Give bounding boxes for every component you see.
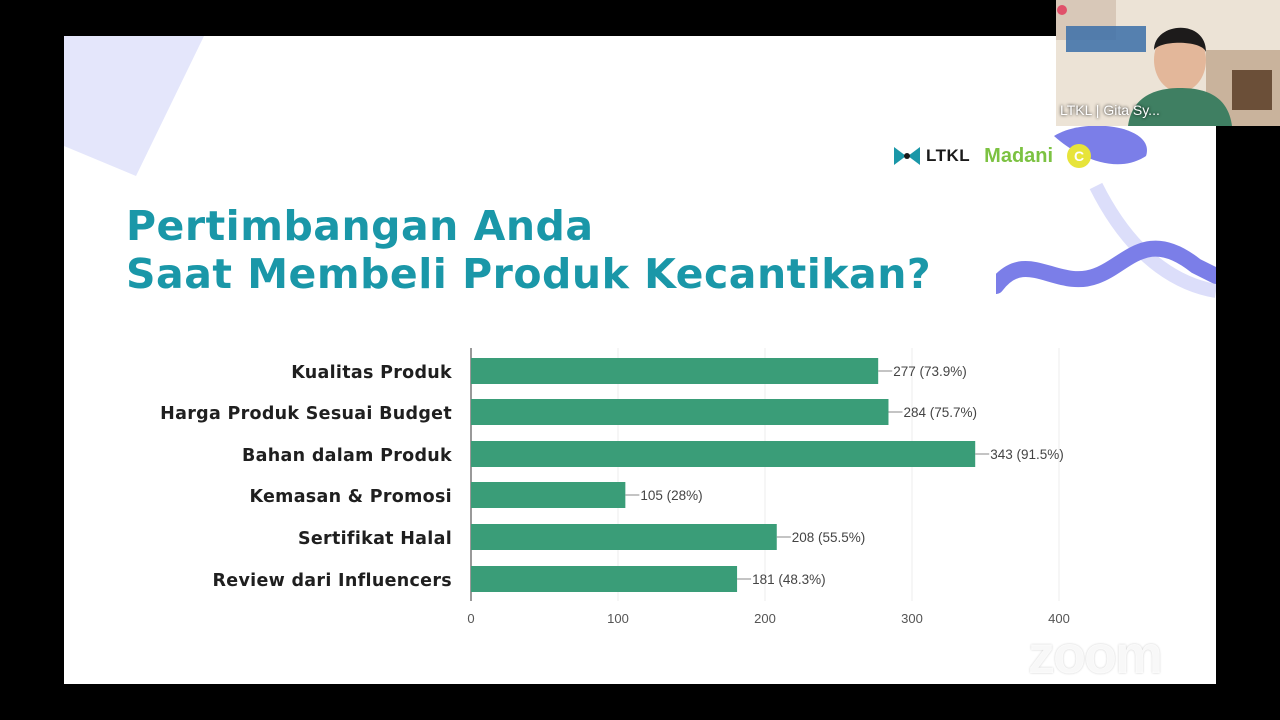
- participant-video-thumbnail[interactable]: LTKL | Gita Sy...: [1056, 0, 1280, 126]
- decor-shape-top-left: [64, 36, 204, 176]
- sponsor-logos: LTKL Madani C: [892, 136, 1092, 176]
- x-tick-label: 100: [607, 611, 629, 626]
- category-label: Sertifikat Halal: [298, 529, 452, 549]
- category-label: Review dari Influencers: [213, 571, 453, 591]
- x-tick-label: 0: [467, 611, 474, 626]
- data-label: 343 (91.5%): [990, 447, 1064, 462]
- presentation-slide: LTKL Madani C Pertimbangan Anda Saat Mem…: [64, 36, 1216, 684]
- ltkl-logo-text: LTKL: [926, 146, 971, 165]
- x-tick-label: 400: [1048, 611, 1070, 626]
- zoom-watermark: zoom: [1028, 625, 1163, 685]
- circle-logo: C: [1067, 144, 1092, 168]
- bar: [471, 566, 738, 592]
- bar: [471, 399, 889, 425]
- ltkl-logo: LTKL: [892, 145, 970, 167]
- bar: [471, 358, 879, 384]
- x-tick-label: 200: [754, 611, 776, 626]
- category-label: Harga Produk Sesuai Budget: [160, 404, 452, 424]
- slide-title: Pertimbangan Anda Saat Membeli Produk Ke…: [126, 202, 931, 298]
- category-label: Kemasan & Promosi: [249, 487, 452, 507]
- bar: [471, 482, 626, 508]
- bar-chart: 0 100 200 300 400 Kualitas Produk 277 (73.9%) H…: [160, 348, 1070, 626]
- data-label: 208 (55.5%): [792, 530, 866, 545]
- x-tick-label: 300: [901, 611, 923, 626]
- bar: [471, 441, 976, 467]
- participant-video-frame: [1056, 0, 1280, 126]
- ltkl-mark-icon: [894, 147, 920, 165]
- category-label: Bahan dalam Produk: [242, 446, 452, 466]
- data-label: 277 (73.9%): [893, 364, 967, 379]
- data-label: 181 (48.3%): [752, 572, 826, 587]
- decor-shape-right: [996, 125, 1216, 298]
- participant-name-label: LTKL | Gita Sy...: [1060, 102, 1160, 118]
- madani-logo: Madani: [984, 144, 1054, 167]
- data-label: 284 (75.7%): [903, 405, 977, 420]
- slide-title-line-2: Saat Membeli Produk Kecantikan?: [126, 250, 932, 298]
- category-label: Kualitas Produk: [291, 363, 452, 383]
- slide-title-line-1: Pertimbangan Anda: [126, 202, 594, 250]
- bar: [471, 524, 777, 550]
- data-label: 105 (28%): [640, 488, 702, 503]
